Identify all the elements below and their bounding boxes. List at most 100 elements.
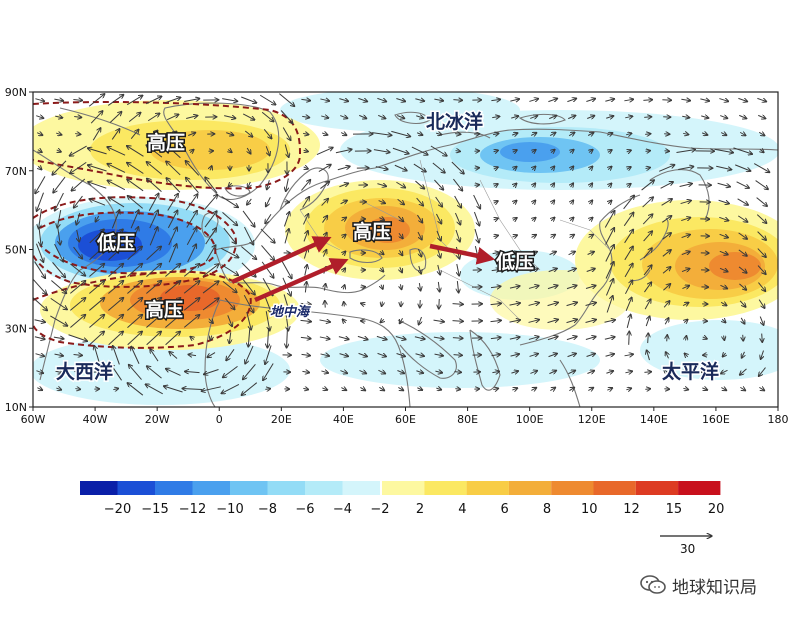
wind-vector — [380, 319, 384, 322]
colorbar-swatch — [382, 481, 425, 495]
wind-vector — [436, 230, 441, 241]
wind-vector — [377, 184, 386, 187]
wind-vector — [529, 99, 538, 102]
wind-vector — [567, 98, 576, 101]
wind-vector — [415, 354, 425, 356]
wind-vector — [321, 371, 328, 373]
wind-vector — [35, 99, 44, 102]
colorbar-swatch — [117, 481, 155, 495]
wind-vector — [432, 162, 445, 173]
wind-vector — [242, 210, 255, 227]
wind-vector — [570, 149, 574, 152]
wind-vector — [737, 198, 749, 205]
wind-vector — [605, 279, 613, 296]
wind-vector — [566, 336, 577, 341]
wind-vector — [89, 298, 104, 311]
wind-vector — [589, 166, 592, 170]
wind-vector — [392, 147, 409, 154]
wind-vector — [528, 337, 539, 340]
wind-vector — [739, 283, 746, 290]
wind-vector — [738, 98, 747, 101]
wind-vector — [265, 389, 270, 390]
wind-vector — [566, 285, 577, 288]
wind-vector — [147, 178, 162, 193]
wind-vector — [434, 354, 444, 356]
colorbar-swatch — [424, 481, 467, 495]
wind-vector — [550, 387, 555, 390]
lon-label: 60E — [395, 413, 416, 426]
wind-vector — [642, 214, 652, 225]
wind-vector — [36, 116, 44, 119]
wind-vector — [741, 317, 745, 324]
wind-vector — [396, 98, 405, 101]
wind-vector — [474, 185, 480, 186]
wind-vector — [279, 93, 294, 107]
propagation-arrows — [231, 236, 496, 303]
lon-label: 120E — [578, 413, 606, 426]
wind-vector — [588, 234, 594, 237]
lon-label: 160E — [702, 413, 730, 426]
wind-vector — [147, 113, 160, 122]
wind-vector — [324, 283, 325, 291]
wind-vector — [127, 383, 144, 396]
wind-vector — [721, 370, 728, 373]
wind-vector — [322, 215, 327, 223]
wind-vector — [397, 370, 404, 373]
wind-vector — [676, 149, 695, 154]
wind-vector — [183, 298, 200, 311]
colorbar-tick: −8 — [258, 502, 277, 517]
wind-vector — [681, 234, 691, 237]
wind-vector — [586, 268, 596, 271]
wind-vector — [188, 132, 196, 135]
label-high-greenland: 高压 — [147, 131, 185, 154]
wind-vector — [701, 116, 709, 118]
wind-vector — [248, 328, 249, 347]
wind-vector — [226, 349, 235, 360]
wind-vector — [585, 336, 596, 339]
wind-vector — [451, 161, 464, 174]
wind-vector — [111, 129, 120, 140]
wind-vector — [568, 132, 575, 135]
label-pacific-ocean: 太平洋 — [662, 360, 719, 383]
wind-vector — [569, 387, 574, 390]
wind-vector — [626, 314, 631, 328]
wind-vector — [343, 285, 345, 290]
wind-vector — [265, 213, 272, 223]
wind-vector — [33, 297, 48, 310]
wind-vector — [686, 336, 687, 341]
wind-vector — [700, 99, 709, 101]
wind-vector — [662, 233, 672, 240]
wind-vector — [302, 214, 308, 225]
wind-vector — [567, 353, 577, 356]
wind-vector — [228, 183, 231, 187]
wind-vector — [624, 354, 634, 356]
wind-vector — [373, 149, 390, 153]
wind-vector — [126, 95, 143, 106]
wind-vector — [740, 387, 745, 390]
wind-vector — [531, 235, 537, 238]
wind-vector — [209, 318, 213, 324]
wind-vector — [551, 200, 554, 204]
wind-vector — [415, 99, 424, 101]
wind-vector — [756, 197, 768, 207]
wind-vector — [243, 294, 253, 313]
wind-vector — [624, 246, 633, 261]
wind-vector — [550, 234, 556, 237]
colorbar-swatch — [305, 481, 343, 495]
significance-contours — [33, 101, 302, 349]
wind-vector — [188, 354, 197, 355]
wind-vector — [361, 303, 366, 305]
wind-vector — [435, 116, 443, 118]
wind-vector — [733, 147, 753, 154]
wind-vector — [87, 148, 107, 155]
wind-vector — [190, 336, 194, 339]
wind-vector — [127, 179, 144, 192]
wind-vector — [202, 264, 219, 277]
wind-vector — [474, 168, 480, 169]
wind-vector — [34, 337, 45, 340]
wind-vector — [490, 286, 501, 287]
wind-vector — [509, 303, 521, 305]
wind-vector — [509, 286, 520, 288]
wind-vector — [608, 183, 611, 187]
